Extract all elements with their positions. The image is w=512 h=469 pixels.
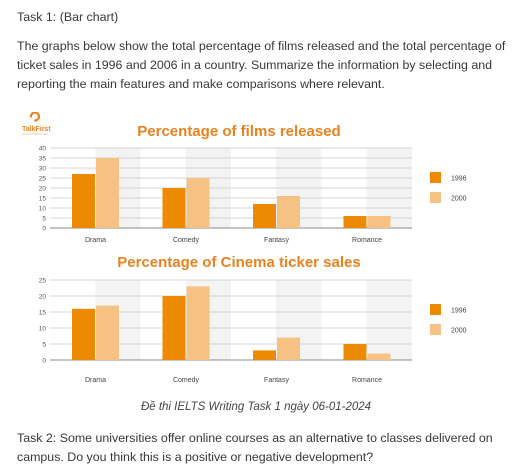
films-ytick-label: 35 [39,156,47,163]
tickets-legend-label: 1996 [451,308,467,315]
films-legend-label: 2000 [451,196,467,203]
figure-caption: Đề thi IELTS Writing Task 1 ngày 06-01-2… [140,401,372,413]
task2-prompt: Task 2: Some universities offer online c… [17,431,493,464]
tickets-category-label: Fantasy [264,377,289,384]
films-bar-2000-comedy [186,178,210,228]
tickets-ytick-label: 15 [39,310,47,317]
tickets-bar-2000-romance [367,353,391,360]
films-category-label: Fantasy [264,237,289,244]
films-category-label: Drama [85,237,106,244]
talkfirst-logo: TalkFirst [22,112,51,135]
films-ytick-label: 10 [39,206,47,213]
films-bar-1996-fantasy [253,204,276,228]
logo-dot-icon [34,119,37,122]
logo-icon [29,112,41,122]
bar-charts-figure: TalkFirst Percentage of films released 0 5… [20,112,495,395]
tickets-bar-2000-comedy [186,286,210,360]
films-ytick-label: 25 [39,176,47,183]
tickets-bar-2000-drama [96,305,119,360]
films-bar-1996-drama [72,174,95,228]
films-chart-title: Percentage of films released [137,123,340,140]
tickets-band [366,280,412,360]
films-ytick-label: 40 [39,146,47,153]
films-released-chart: Percentage of films released 0 5 10 15 20 25 30… [39,123,467,244]
tickets-category-label: Romance [352,377,382,384]
tickets-chart-title: Percentage of Cinema ticker sales [117,254,360,271]
bar-charts-svg: TalkFirst Percentage of films released 0 5… [22,112,467,384]
task1-prompt: The graphs below show the total percenta… [17,39,506,91]
tickets-legend-swatch-1996 [430,304,441,315]
films-bar-1996-comedy [162,188,186,228]
films-ytick-label: 30 [39,166,47,173]
films-bar-2000-fantasy [277,196,300,228]
films-bar-1996-romance [343,216,367,228]
tickets-legend-swatch-2000 [430,324,441,335]
tickets-ytick-label: 20 [39,294,47,301]
tickets-legend-label: 2000 [451,328,467,335]
task1-heading: Task 1: (Bar chart) [17,10,119,24]
tickets-bar-1996-drama [72,308,95,360]
films-bar-2000-romance [367,216,391,228]
films-bar-2000-drama [96,158,119,228]
tickets-bar-1996-romance [343,344,367,360]
tickets-category-label: Drama [85,377,106,384]
films-ytick-label: 20 [39,186,47,193]
tickets-bar-1996-comedy [162,296,186,360]
films-ytick-label: 5 [42,216,46,223]
films-legend-swatch-1996 [430,172,441,183]
films-ytick-label: 15 [39,196,47,203]
ticket-sales-chart: Percentage of Cinema ticker sales 0 5 10 15 2… [39,254,467,384]
tickets-category-label: Comedy [173,377,200,384]
tickets-ytick-label: 5 [42,342,46,349]
films-legend-swatch-2000 [430,192,441,203]
films-ytick-label: 0 [42,226,46,233]
films-legend-label: 1996 [451,176,467,183]
tickets-ytick-label: 25 [39,278,47,285]
tickets-ytick-label: 0 [42,358,46,365]
tickets-bar-2000-fantasy [277,337,300,360]
tickets-bar-1996-fantasy [253,350,276,360]
tickets-ytick-label: 10 [39,326,47,333]
films-category-label: Comedy [173,237,200,244]
films-category-label: Romance [352,237,382,244]
logo-text: TalkFirst [22,126,51,133]
